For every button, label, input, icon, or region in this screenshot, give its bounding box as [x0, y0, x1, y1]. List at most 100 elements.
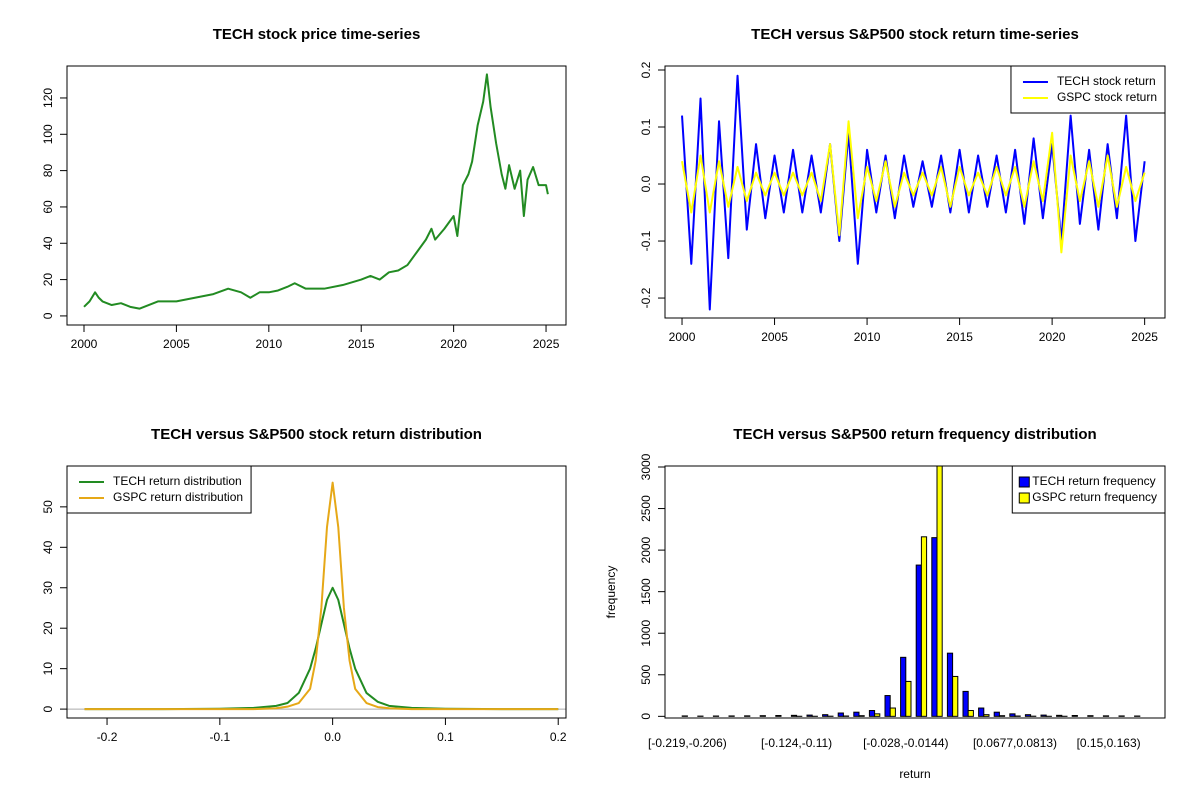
x-tick-label: [-0.028,-0.0144) — [863, 736, 948, 750]
x-tick-label: 0.1 — [437, 730, 454, 744]
chart-title: TECH versus S&P500 stock return time-ser… — [751, 26, 1079, 43]
x-tick-label: 2005 — [761, 330, 788, 344]
y-tick-label: 40 — [41, 236, 55, 250]
x-tick-label: 2020 — [440, 337, 467, 351]
legend-key — [1018, 492, 1030, 504]
y-tick-label: 40 — [41, 540, 55, 554]
x-tick-label: 2015 — [946, 330, 973, 344]
bar — [1009, 713, 1016, 717]
data-line — [84, 481, 559, 711]
bar — [868, 710, 876, 717]
legend-label: GSPC return frequency — [1032, 490, 1157, 504]
legend-box — [1010, 65, 1166, 114]
x-tick-label: -0.2 — [97, 730, 118, 744]
data-line — [681, 120, 1146, 254]
y-tick-label: 0 — [639, 713, 653, 720]
y-tick-label: 60 — [41, 200, 55, 214]
y-tick-label: 500 — [639, 664, 653, 684]
plot-area — [681, 74, 1146, 311]
y-tick-label: 0 — [41, 705, 55, 712]
bar — [915, 564, 922, 717]
x-tick-label: 2010 — [255, 337, 282, 351]
bar — [1056, 714, 1063, 717]
y-tick-label: 50 — [41, 500, 55, 514]
legend-box — [1011, 465, 1166, 514]
x-tick-label: 0.2 — [550, 730, 567, 744]
plot-box — [664, 465, 1166, 719]
bar — [1087, 715, 1094, 717]
x-tick-label: 2025 — [533, 337, 560, 351]
x-tick-label: [-0.124,-0.11) — [761, 736, 832, 750]
bar — [993, 711, 1000, 717]
x-tick-label: [-0.219,-0.206) — [648, 736, 727, 750]
y-tick-label: 3000 — [639, 453, 653, 480]
y-tick-label: 0.0 — [639, 175, 653, 192]
legend-label: TECH return frequency — [1032, 474, 1155, 488]
bar — [962, 690, 969, 717]
bar — [822, 714, 829, 717]
y-tick-label: 100 — [41, 124, 55, 144]
legend-label: GSPC stock return — [1057, 90, 1157, 104]
y-tick-label: 0.1 — [639, 118, 653, 135]
y-tick-label: -0.2 — [639, 287, 653, 308]
x-tick-label: 2015 — [348, 337, 375, 351]
x-tick-label: 0.0 — [324, 730, 341, 744]
y-tick-label: -0.1 — [639, 230, 653, 251]
bar — [837, 712, 844, 717]
x-axis-label: return — [899, 767, 930, 781]
x-tick-label: 2025 — [1131, 330, 1158, 344]
bar — [858, 715, 865, 717]
bar — [952, 675, 959, 717]
plot-box — [664, 65, 1166, 319]
bar — [936, 466, 943, 717]
x-tick-label: [0.0677,0.0813) — [973, 736, 1057, 750]
legend-box — [66, 465, 252, 514]
bar — [874, 713, 881, 717]
bar — [790, 714, 798, 717]
bar — [998, 715, 1006, 717]
y-tick-label: 30 — [41, 581, 55, 595]
x-tick-label: 2010 — [854, 330, 881, 344]
bar — [806, 714, 813, 717]
bar — [1024, 714, 1032, 717]
y-tick-label: 0.2 — [639, 61, 653, 78]
y-tick-label: 2500 — [639, 495, 653, 522]
data-line — [83, 73, 549, 310]
data-line — [84, 586, 559, 711]
plot-area — [681, 466, 1141, 717]
bar — [920, 536, 928, 717]
x-tick-label: 2005 — [163, 337, 190, 351]
y-tick-label: 20 — [41, 273, 55, 287]
plot-area — [67, 481, 566, 711]
bar — [884, 695, 891, 717]
legend-label: TECH return distribution — [113, 474, 242, 488]
bar — [946, 652, 954, 717]
bar — [889, 707, 896, 717]
bar — [1071, 715, 1078, 717]
bar — [1040, 714, 1047, 717]
bar — [775, 715, 782, 717]
y-tick-label: 10 — [41, 662, 55, 676]
bar — [853, 711, 860, 717]
chart-title: TECH stock price time-series — [213, 26, 421, 43]
legend-label: TECH stock return — [1057, 74, 1156, 88]
x-tick-label: 2000 — [669, 330, 696, 344]
data-line — [681, 74, 1146, 311]
y-axis-label: frequency — [604, 566, 618, 619]
bar — [978, 707, 985, 717]
y-tick-label: 120 — [41, 88, 55, 108]
legend-key — [1018, 476, 1030, 488]
legend: TECH return frequency GSPC return frequen… — [1011, 465, 1166, 514]
legend-label: GSPC return distribution — [113, 490, 243, 504]
bar — [900, 656, 907, 717]
y-tick-label: 80 — [41, 164, 55, 178]
bar — [967, 710, 974, 717]
plot-area — [83, 73, 549, 310]
chart-title: TECH versus S&P500 return frequency dist… — [733, 426, 1096, 443]
y-tick-label: 1000 — [639, 620, 653, 647]
y-tick-label: 1500 — [639, 578, 653, 605]
legend: TECH return distribution GSPC return dist… — [66, 465, 252, 514]
